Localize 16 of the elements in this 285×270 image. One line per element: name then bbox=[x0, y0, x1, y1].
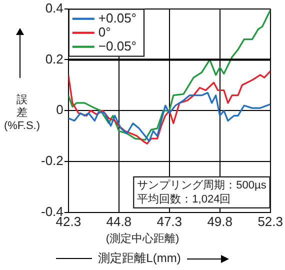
legend-label: 0° bbox=[98, 24, 111, 40]
x-tick-label: 52.3 bbox=[258, 214, 284, 229]
legend-label: +0.05° bbox=[98, 10, 136, 26]
legend-label: −0.05° bbox=[98, 38, 136, 54]
y-tick-label: 0.2 bbox=[45, 51, 64, 66]
x-tick-label: 44.8 bbox=[106, 214, 132, 229]
annotation: サンプリング周期：500µs bbox=[137, 178, 267, 192]
x-tick-label: 47.3 bbox=[156, 214, 182, 229]
x-tick-label: 49.8 bbox=[207, 214, 233, 229]
x-axis-title: 測定距離L(mm) bbox=[98, 250, 181, 267]
y-tick-label: 0.4 bbox=[45, 0, 64, 16]
y-tick-label: -0.2 bbox=[40, 153, 64, 168]
text: (測定中心距離) bbox=[104, 232, 180, 246]
y-tick-label: 0 bbox=[56, 102, 64, 118]
annotation: 平均回数：1,024回 bbox=[137, 193, 231, 206]
y-axis-title: 誤差(%F.S.) bbox=[2, 94, 42, 133]
